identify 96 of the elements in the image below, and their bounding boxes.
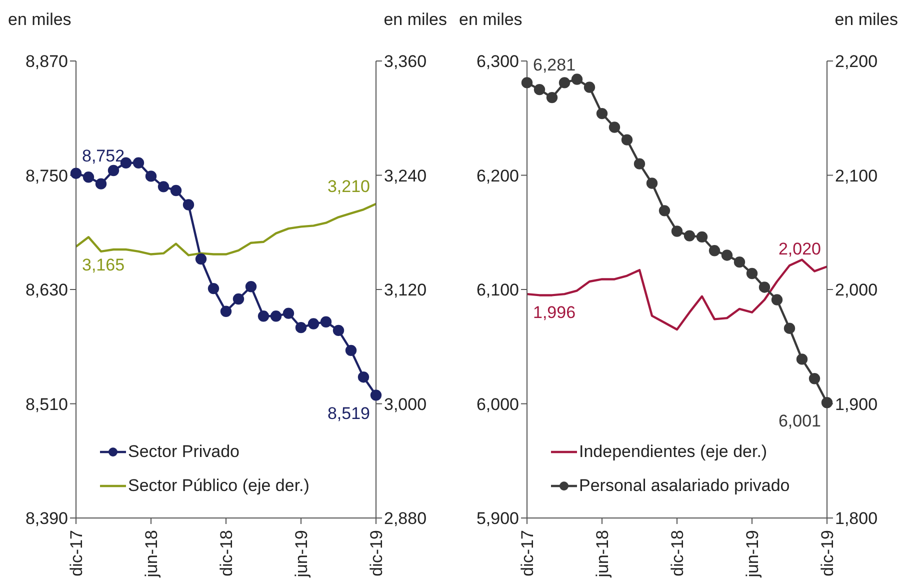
line-series	[526, 258, 828, 331]
point	[646, 178, 658, 189]
x-tick-label: jun-18	[593, 530, 612, 578]
y-tick-label: 8,390	[25, 509, 68, 528]
x-tick-label: dic-19	[818, 530, 837, 576]
y-tick-label: 6,300	[476, 52, 519, 72]
point	[82, 172, 94, 183]
y-tick-label: 5,900	[476, 509, 519, 528]
point	[332, 324, 344, 336]
point	[145, 170, 157, 182]
point	[182, 199, 194, 210]
point	[308, 318, 320, 330]
data-label: 1,996	[533, 303, 576, 322]
point	[821, 397, 833, 408]
data-label: 6,281	[533, 56, 576, 75]
y-axis-title: en miles	[8, 10, 72, 30]
point	[758, 282, 770, 293]
point	[608, 122, 620, 133]
y-tick-label: 6,100	[476, 280, 519, 300]
y-tick-label: 6,200	[476, 166, 519, 186]
y2-axis-title: en miles	[834, 10, 898, 30]
y2-tick-label: 2,000	[835, 280, 878, 300]
y2-tick-label: 3,120	[384, 280, 427, 300]
y2-tick-label: 2,880	[384, 509, 427, 528]
y2-tick-label: 2,200	[835, 52, 878, 72]
data-label: 8,752	[82, 146, 125, 166]
x-tick-label: dic-19	[367, 530, 386, 576]
point	[358, 371, 370, 383]
point	[132, 157, 144, 168]
point	[220, 306, 232, 317]
data-label: 2,020	[778, 240, 821, 259]
y-tick-label: 8,750	[25, 166, 68, 186]
x-tick-label: jun-18	[142, 530, 161, 578]
point	[158, 181, 170, 192]
point	[771, 294, 783, 306]
point	[195, 253, 207, 265]
legend-label: Personal asalariado privado	[579, 475, 790, 497]
point	[108, 164, 120, 176]
y2-axis-title: en miles	[384, 10, 447, 30]
x-tick-label: dic-17	[518, 530, 537, 576]
point	[696, 231, 708, 243]
point	[808, 373, 820, 384]
legend-label: Independientes (eje der.)	[579, 441, 768, 463]
point	[295, 322, 307, 334]
x-tick-label: jun-19	[292, 530, 311, 578]
x-tick-label: jun-19	[743, 530, 762, 578]
point	[95, 178, 107, 190]
y2-tick-label: 3,000	[384, 394, 427, 414]
point	[245, 281, 257, 292]
point	[596, 108, 608, 120]
y2-tick-label: 1,900	[835, 394, 878, 414]
point	[208, 282, 220, 294]
point	[345, 344, 357, 356]
y2-tick-label: 3,240	[384, 166, 427, 186]
y-tick-label: 8,630	[25, 280, 68, 300]
y-tick-label: 6,000	[476, 394, 519, 414]
point	[546, 92, 558, 104]
x-tick-label: dic-18	[668, 530, 687, 576]
point	[671, 226, 683, 237]
legend-label: Sector Privado	[128, 441, 240, 463]
point	[534, 84, 546, 96]
data-label: 3,165	[82, 256, 125, 275]
legend-label: Sector Público (eje der.)	[128, 475, 310, 497]
data-label: 3,210	[327, 176, 370, 196]
point	[734, 256, 746, 268]
point	[721, 250, 733, 261]
point	[584, 82, 596, 93]
point	[796, 354, 808, 365]
y2-tick-label: 1,800	[835, 509, 878, 528]
point	[784, 322, 796, 334]
x-tick-label: dic-17	[67, 530, 86, 576]
y-tick-label: 8,510	[25, 394, 68, 414]
point	[232, 293, 244, 305]
point	[270, 310, 282, 322]
point	[621, 134, 633, 146]
point	[282, 308, 294, 319]
point	[658, 205, 670, 216]
point	[684, 230, 696, 242]
y-axis-title: en miles	[459, 10, 522, 30]
x-tick-label: dic-18	[217, 530, 236, 576]
point	[370, 390, 382, 401]
y2-tick-label: 3,360	[384, 52, 427, 72]
point	[571, 74, 583, 85]
point	[170, 184, 182, 196]
data-label: 8,519	[327, 404, 370, 424]
y-tick-label: 8,870	[25, 52, 68, 72]
point	[258, 310, 270, 322]
point	[634, 158, 646, 170]
point	[70, 168, 82, 179]
point	[320, 316, 332, 328]
point	[746, 268, 758, 280]
data-label: 6,001	[778, 412, 821, 431]
point	[708, 245, 720, 256]
point	[521, 77, 533, 88]
point	[558, 77, 570, 88]
y2-tick-label: 2,100	[835, 166, 878, 186]
